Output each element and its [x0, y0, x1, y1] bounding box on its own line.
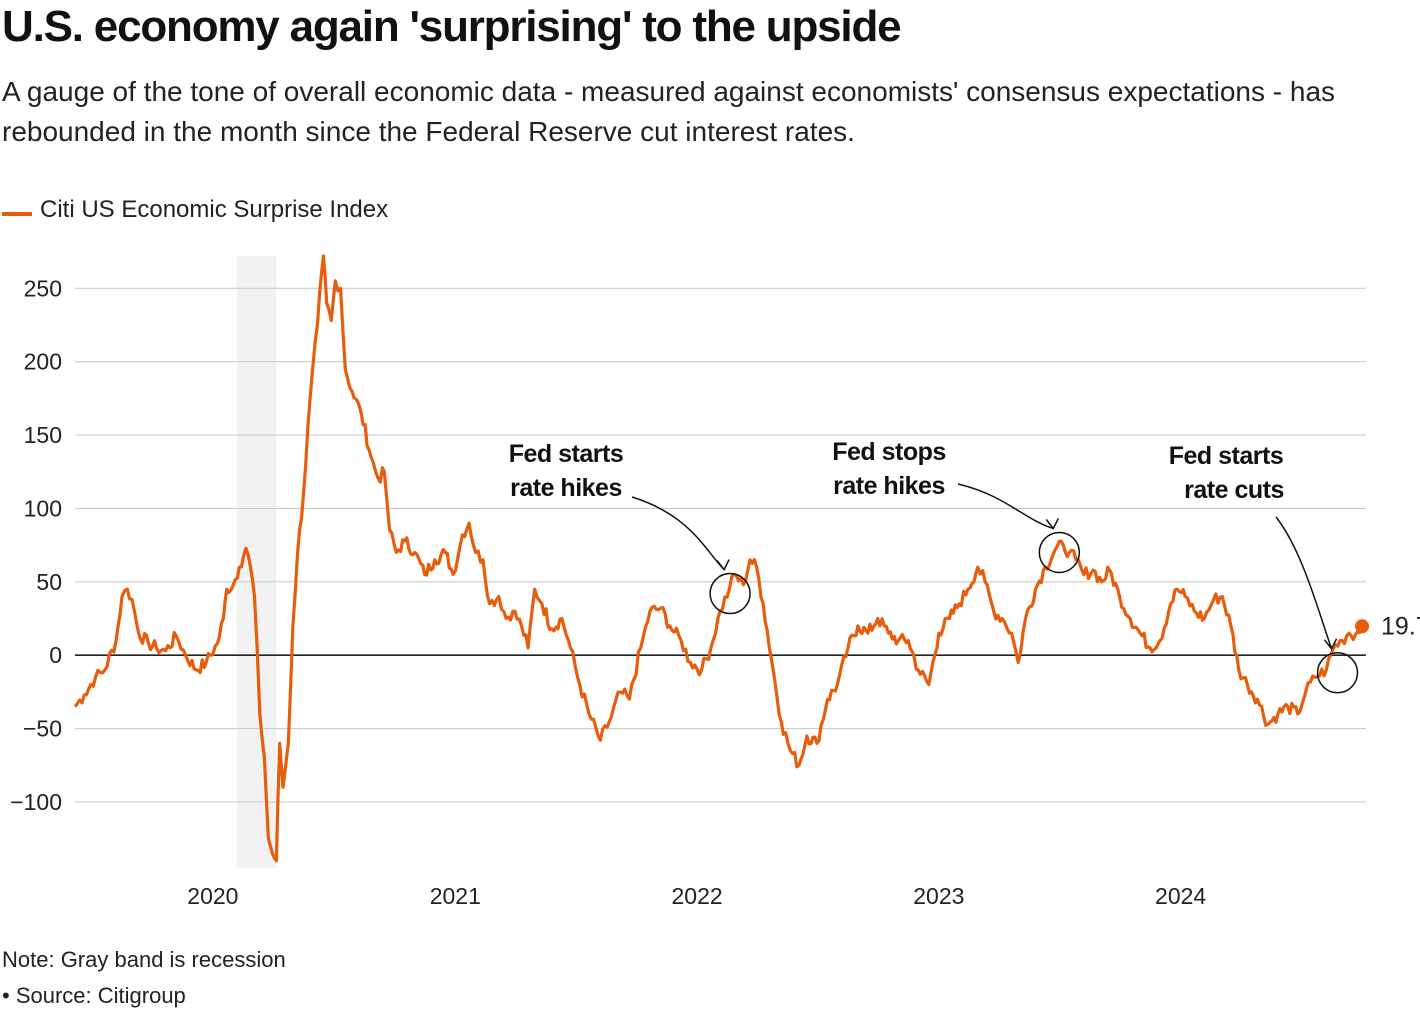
x-tick-label: 2022: [672, 883, 723, 909]
end-point: [1355, 619, 1370, 634]
series-line: [73, 254, 1364, 863]
legend-label: Citi US Economic Surprise Index: [40, 196, 389, 223]
legend: Citi US Economic Surprise Index: [2, 195, 388, 225]
annotation-label: rate hikes: [510, 474, 622, 502]
y-tick-label: 100: [24, 495, 62, 521]
chart-note: Note: Gray band is recession: [2, 947, 286, 972]
x-tick-label: 2023: [913, 883, 964, 909]
y-tick-label: 150: [24, 422, 62, 448]
annotation-circle: [1038, 531, 1081, 574]
y-tick-label: 0: [49, 642, 62, 668]
x-tick-label: 2024: [1155, 883, 1206, 909]
annotation-arrow: [1275, 516, 1333, 650]
annotation-arrow: [957, 483, 1054, 530]
y-tick-label: 50: [36, 569, 62, 595]
chart-subtitle: A gauge of the tone of overall economic …: [2, 76, 1336, 147]
annotation-label: rate cuts: [1184, 476, 1284, 504]
line-chart: −100 −50 0 50 100 150 200 250 2020 2021 2022 2023 20…: [10, 254, 1420, 909]
x-tick-label: 2020: [187, 883, 238, 909]
y-tick-label: 250: [24, 275, 62, 301]
annotation-arrowhead: [716, 559, 730, 571]
annotation-label: Fed starts: [1169, 442, 1283, 470]
annotation-label: Fed starts: [509, 440, 623, 468]
annotation-circle: [1316, 652, 1359, 694]
y-tick-label: 200: [24, 349, 62, 375]
chart-title: U.S. economy again 'surprising' to the u…: [2, 2, 902, 51]
annotation-label: Fed stops: [832, 438, 946, 466]
chart-source: • Source: Citigroup: [2, 983, 186, 1008]
end-value-label: 19.7: [1381, 612, 1420, 640]
annotation-label: rate hikes: [833, 472, 945, 500]
legend-swatch: [2, 212, 32, 216]
annotation-arrowhead: [1323, 638, 1338, 651]
annotation-circle: [709, 572, 751, 615]
annotation-arrowhead: [1045, 518, 1059, 530]
y-tick-label: −100: [10, 789, 62, 815]
y-tick-label: −50: [23, 716, 62, 742]
x-tick-label: 2021: [430, 883, 481, 909]
